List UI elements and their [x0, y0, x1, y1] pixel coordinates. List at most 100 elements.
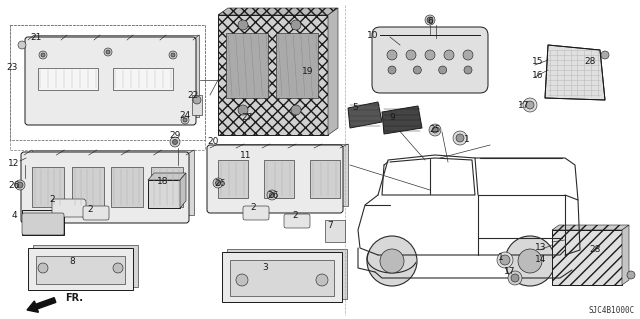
Text: 1: 1	[464, 136, 470, 145]
Polygon shape	[328, 8, 338, 135]
Text: FR.: FR.	[65, 293, 83, 303]
Bar	[32, 167, 64, 207]
FancyBboxPatch shape	[83, 206, 109, 220]
Bar	[218, 160, 248, 198]
Circle shape	[464, 66, 472, 74]
Bar	[218, 15, 328, 135]
Polygon shape	[218, 8, 338, 15]
Circle shape	[17, 182, 23, 188]
FancyBboxPatch shape	[21, 152, 189, 223]
Text: 15: 15	[532, 57, 544, 66]
FancyArrow shape	[27, 298, 56, 312]
Circle shape	[453, 131, 467, 145]
Polygon shape	[622, 225, 629, 285]
Polygon shape	[545, 45, 605, 100]
Circle shape	[456, 134, 464, 142]
Bar	[111, 167, 143, 207]
Circle shape	[508, 271, 522, 285]
Text: 1: 1	[498, 253, 504, 262]
Circle shape	[267, 190, 277, 200]
Circle shape	[104, 48, 112, 56]
Text: 16: 16	[532, 70, 544, 79]
Circle shape	[213, 178, 223, 188]
Text: 23: 23	[6, 63, 18, 72]
Text: SJC4B1000C: SJC4B1000C	[589, 306, 635, 315]
Text: 14: 14	[535, 256, 547, 264]
Polygon shape	[382, 106, 422, 134]
Bar	[218, 144, 348, 206]
Polygon shape	[552, 225, 629, 230]
Text: 22: 22	[188, 91, 198, 100]
Text: 21: 21	[30, 33, 42, 42]
Text: 10: 10	[367, 31, 379, 40]
Text: 9: 9	[389, 114, 395, 122]
Text: 5: 5	[352, 103, 358, 113]
Text: 24: 24	[179, 112, 191, 121]
Circle shape	[15, 180, 25, 190]
Circle shape	[291, 105, 301, 115]
Circle shape	[406, 50, 416, 60]
Circle shape	[170, 137, 180, 147]
Circle shape	[238, 20, 248, 30]
Bar	[276, 33, 318, 98]
Bar	[151, 167, 183, 207]
FancyBboxPatch shape	[22, 213, 64, 235]
Polygon shape	[348, 102, 382, 128]
Circle shape	[183, 118, 187, 122]
Bar	[310, 160, 340, 198]
Circle shape	[367, 236, 417, 286]
Text: 26: 26	[8, 182, 20, 190]
Text: 7: 7	[327, 221, 333, 231]
Bar	[72, 167, 104, 207]
Circle shape	[518, 249, 542, 273]
Text: 20: 20	[207, 137, 219, 146]
Bar	[32, 150, 194, 215]
Text: 18: 18	[157, 177, 169, 187]
Text: 26: 26	[214, 179, 226, 188]
Text: 17: 17	[518, 100, 530, 109]
Circle shape	[427, 17, 433, 23]
Bar	[22, 210, 64, 235]
Text: 28: 28	[589, 246, 601, 255]
Text: 26: 26	[268, 190, 278, 199]
Bar	[325, 220, 345, 242]
Circle shape	[387, 50, 397, 60]
Circle shape	[425, 50, 435, 60]
Bar	[230, 260, 334, 296]
Circle shape	[438, 66, 447, 74]
Circle shape	[38, 263, 48, 273]
Text: 3: 3	[262, 263, 268, 272]
Circle shape	[500, 255, 510, 265]
Circle shape	[497, 252, 513, 268]
FancyBboxPatch shape	[372, 27, 488, 93]
Polygon shape	[148, 173, 186, 180]
FancyBboxPatch shape	[207, 145, 343, 213]
Circle shape	[444, 50, 454, 60]
FancyBboxPatch shape	[243, 206, 269, 220]
Polygon shape	[180, 173, 186, 208]
Circle shape	[291, 20, 301, 30]
Text: 11: 11	[240, 151, 252, 160]
Bar	[227, 249, 347, 299]
Circle shape	[627, 271, 635, 279]
Circle shape	[505, 236, 555, 286]
Circle shape	[171, 53, 175, 57]
Circle shape	[269, 192, 275, 197]
Text: 8: 8	[69, 257, 75, 266]
Circle shape	[388, 66, 396, 74]
Bar	[33, 245, 138, 287]
Text: 2: 2	[87, 205, 93, 214]
Circle shape	[39, 51, 47, 59]
Bar	[113, 68, 173, 90]
Circle shape	[18, 41, 26, 49]
Circle shape	[113, 263, 123, 273]
Text: 2: 2	[250, 203, 256, 211]
FancyBboxPatch shape	[25, 37, 196, 125]
Bar	[226, 33, 268, 98]
Bar	[264, 160, 294, 198]
Text: 27: 27	[241, 114, 253, 122]
Circle shape	[601, 51, 609, 59]
Text: 17: 17	[504, 268, 516, 277]
Circle shape	[523, 98, 537, 112]
Bar	[28, 248, 133, 290]
